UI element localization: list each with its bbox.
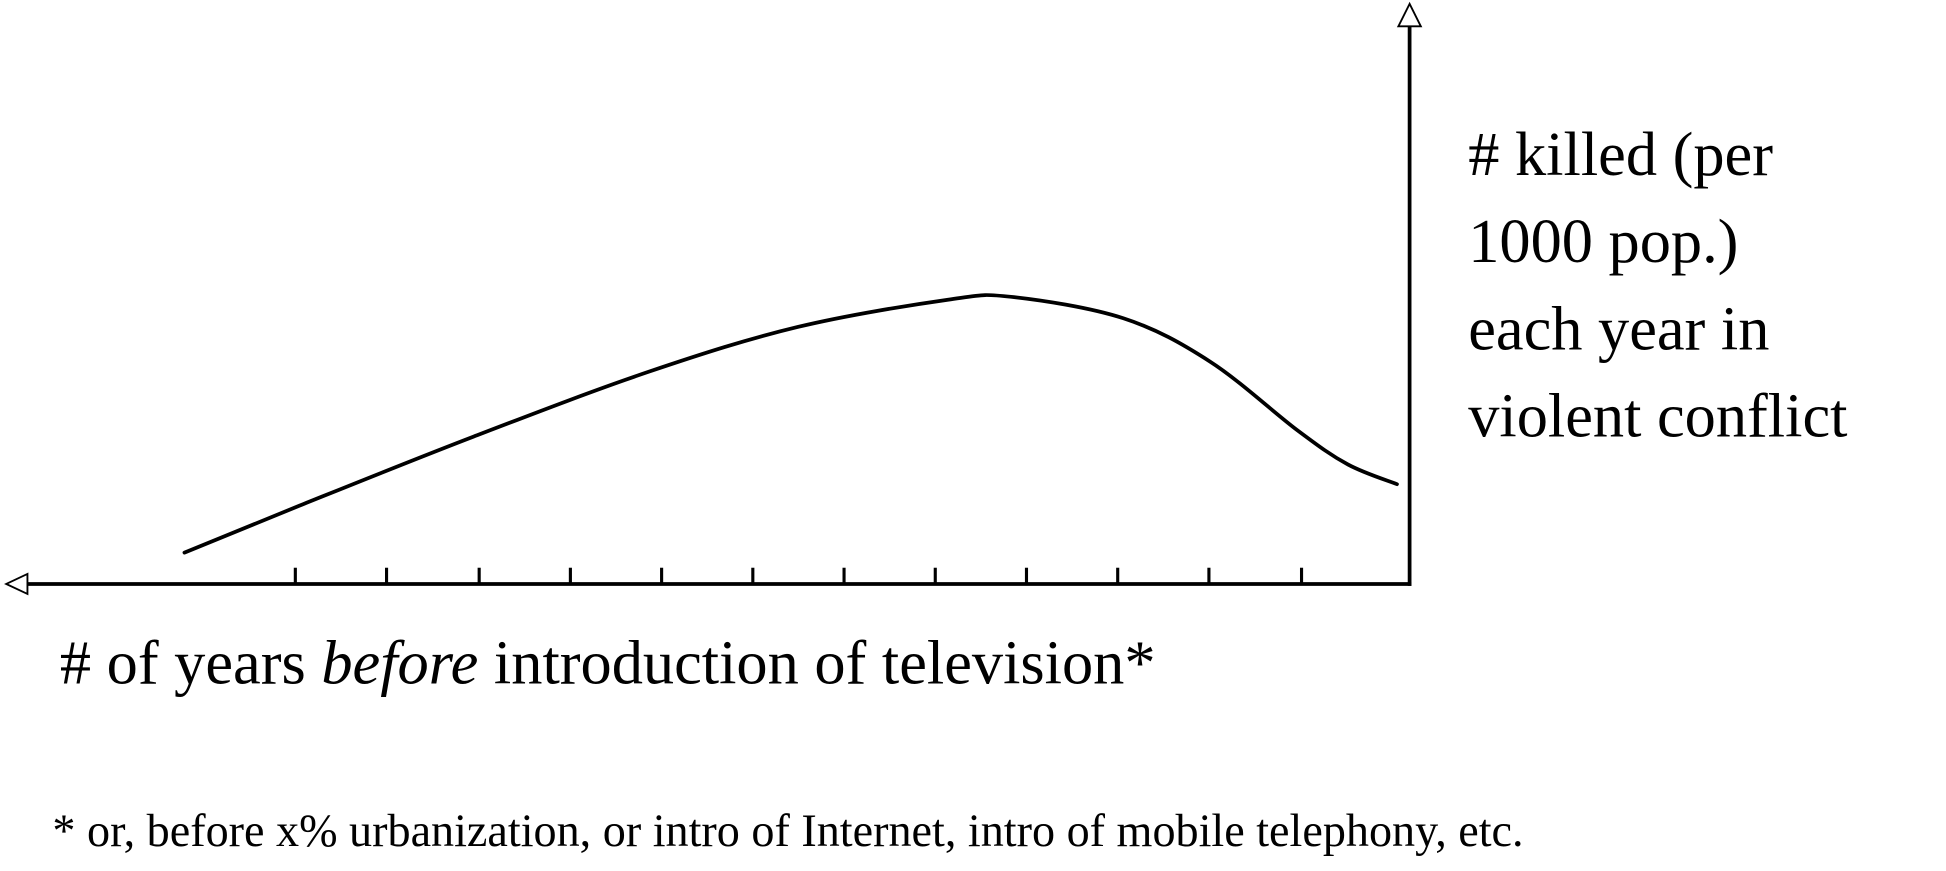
x-axis-label-part: # of years (60, 629, 321, 698)
x-axis-label-emphasis: before (321, 629, 478, 698)
x-axis-label: # of years before introduction of televi… (60, 629, 1156, 698)
y-axis-label-line: 1000 pop.) (1468, 207, 1738, 276)
y-axis-label-line: violent conflict (1468, 382, 1847, 451)
curve (182, 293, 1399, 555)
footnote: * or, before x% urbanization, or intro o… (52, 805, 1523, 856)
y-axis-label-line: # killed (per (1468, 120, 1773, 189)
y-axis-label-line: each year in (1468, 294, 1769, 363)
x-axis-arrow (4, 572, 29, 596)
x-axis-label-part: introduction of television* (478, 629, 1155, 698)
y-axis-arrow (1396, 1, 1423, 28)
